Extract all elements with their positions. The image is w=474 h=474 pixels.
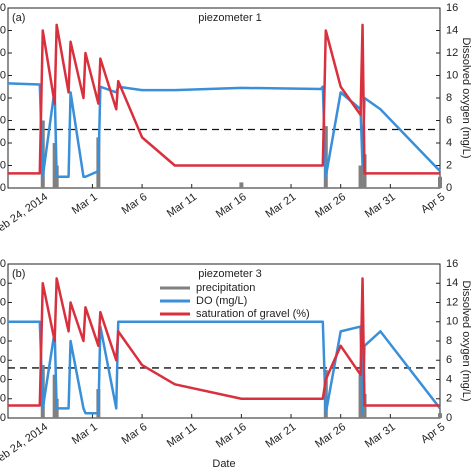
y-tick-label: 160 xyxy=(0,258,6,270)
x-tick-label: Mar 21 xyxy=(263,191,298,220)
precipitation-bar xyxy=(358,165,363,188)
y-tick-label: 80 xyxy=(0,335,6,347)
legend-label: precipitation xyxy=(196,282,255,294)
x-tick-label: Feb 24, 2014 xyxy=(0,421,50,468)
y-tick-label: 40 xyxy=(0,373,6,385)
y-tick-label: 20 xyxy=(0,159,6,171)
y-tick-label: 140 xyxy=(0,24,6,36)
precipitation-bar xyxy=(52,374,57,418)
plot-frame xyxy=(7,7,441,189)
panel-label: (b) xyxy=(12,268,25,280)
x-tick-label: Mar 16 xyxy=(214,191,249,220)
y2-tick-label: 2 xyxy=(446,159,452,171)
y2-tick-label: 10 xyxy=(446,316,458,328)
y2-tick-label: 16 xyxy=(446,258,458,270)
precipitation-bar xyxy=(358,374,363,418)
y2-tick-label: 2 xyxy=(446,393,452,405)
series-line xyxy=(8,277,440,407)
x-tick-label: Mar 6 xyxy=(120,191,150,217)
y2-tick-label: 6 xyxy=(446,114,452,126)
y2-tick-label: 4 xyxy=(446,137,452,149)
x-tick-label: Mar 11 xyxy=(165,191,199,220)
y-tick-label: 80 xyxy=(0,92,6,104)
x-tick-label: Mar 16 xyxy=(214,421,249,450)
y2-tick-label: 12 xyxy=(446,296,458,308)
y-tick-label: 160 xyxy=(0,2,6,14)
panel-title: piezometer 3 xyxy=(198,268,262,280)
y2-tick-label: 0 xyxy=(446,412,452,424)
y2-tick-label: 14 xyxy=(446,277,458,289)
x-tick-label: Mar 31 xyxy=(363,421,398,450)
x-tick-label: Mar 26 xyxy=(313,421,348,450)
y-tick-label: 60 xyxy=(0,354,6,366)
y-tick-label: 120 xyxy=(0,47,6,59)
y-tick-label: 0 xyxy=(0,412,6,424)
y-tick-label: 100 xyxy=(0,69,6,81)
x-tick-label: Mar 1 xyxy=(70,421,100,447)
y2-tick-label: 8 xyxy=(446,335,452,347)
y2-tick-label: 16 xyxy=(446,2,458,14)
x-tick-label: Mar 1 xyxy=(70,191,100,217)
y2-axis-label: Dissolved oxygen (mg/L) xyxy=(460,37,472,158)
x-tick-label: Mar 6 xyxy=(120,421,150,447)
y-tick-label: 40 xyxy=(0,137,6,149)
x-tick-label: Mar 21 xyxy=(263,421,298,450)
y2-tick-label: 0 xyxy=(446,182,452,194)
y2-tick-label: 6 xyxy=(446,354,452,366)
x-axis-label: Date xyxy=(212,458,235,470)
precipitation-bar xyxy=(438,413,442,418)
legend-label: DO (mg/L) xyxy=(196,295,247,307)
x-tick-label: Mar 11 xyxy=(165,421,199,450)
y-tick-label: 120 xyxy=(0,296,6,308)
x-tick-label: Feb 24, 2014 xyxy=(0,191,50,238)
legend-label: saturation of gravel (%) xyxy=(196,308,310,320)
y-tick-label: 20 xyxy=(0,393,6,405)
y-tick-label: 100 xyxy=(0,316,6,328)
precipitation-bar xyxy=(438,176,442,188)
y-tick-label: 60 xyxy=(0,114,6,126)
y2-tick-label: 4 xyxy=(446,373,452,385)
y-tick-label: 140 xyxy=(0,277,6,289)
y2-tick-label: 10 xyxy=(446,69,458,81)
y-tick-label: 0 xyxy=(0,182,6,194)
precipitation-bar xyxy=(239,182,244,188)
series-line xyxy=(8,23,440,175)
y2-tick-label: 12 xyxy=(446,47,458,59)
y2-tick-label: 14 xyxy=(446,24,458,36)
x-tick-label: Mar 31 xyxy=(363,191,398,220)
panel-label: (a) xyxy=(12,12,25,24)
x-tick-label: Mar 26 xyxy=(313,191,348,220)
y2-axis-label: Dissolved oxygen (mg/L) xyxy=(460,280,472,401)
x-tick-label: Apr 5 xyxy=(419,421,447,446)
panel-title: piezometer 1 xyxy=(198,12,262,24)
x-tick-label: Apr 5 xyxy=(419,191,447,216)
y2-tick-label: 8 xyxy=(446,92,452,104)
